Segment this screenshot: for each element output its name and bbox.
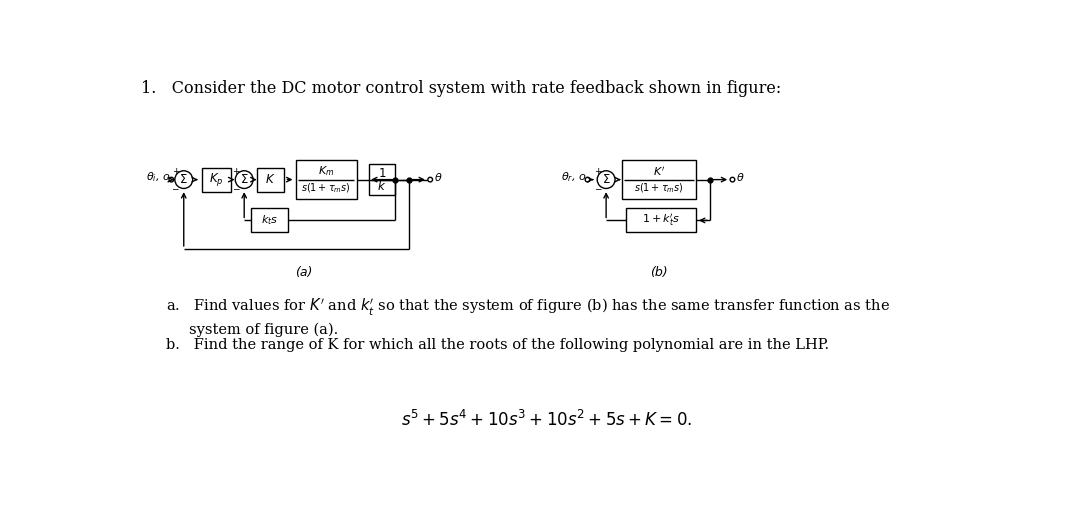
Text: $K$: $K$ xyxy=(266,173,275,186)
Text: $1 + k_t' s$: $1 + k_t' s$ xyxy=(641,212,680,229)
Text: $k$: $k$ xyxy=(377,179,386,193)
Text: $\theta$: $\theta$ xyxy=(736,171,745,183)
Text: $s(1 + \tau_m s)$: $s(1 + \tau_m s)$ xyxy=(634,182,684,195)
Circle shape xyxy=(598,171,615,188)
FancyBboxPatch shape xyxy=(251,209,288,232)
Text: +: + xyxy=(594,167,602,176)
Text: $\Sigma$: $\Sigma$ xyxy=(179,173,188,186)
Text: $-$: $-$ xyxy=(232,183,240,192)
Text: system of figure (a).: system of figure (a). xyxy=(189,323,338,337)
Text: a.   Find values for $K'$ and $k_t'$ so that the system of figure (b) has the sa: a. Find values for $K'$ and $k_t'$ so th… xyxy=(166,297,890,318)
Text: $\Sigma$: $\Sigma$ xyxy=(602,173,610,186)
FancyBboxPatch shape xyxy=(202,168,232,192)
FancyBboxPatch shape xyxy=(257,168,284,192)
Circle shape xyxy=(169,177,174,182)
Circle shape xyxy=(428,177,432,182)
Text: 1.   Consider the DC motor control system with rate feedback shown in figure:: 1. Consider the DC motor control system … xyxy=(141,79,781,96)
Text: b.   Find the range of K for which all the roots of the following polynomial are: b. Find the range of K for which all the… xyxy=(166,338,829,352)
Text: (b): (b) xyxy=(650,266,668,279)
FancyBboxPatch shape xyxy=(297,160,356,199)
Text: $\theta$: $\theta$ xyxy=(434,171,443,183)
Text: $-$: $-$ xyxy=(172,183,180,192)
Text: $s(1 + \tau_m s)$: $s(1 + \tau_m s)$ xyxy=(301,182,351,195)
FancyBboxPatch shape xyxy=(625,209,696,232)
FancyBboxPatch shape xyxy=(622,160,696,199)
Text: $\theta_i$, $o$: $\theta_i$, $o$ xyxy=(146,170,171,184)
Text: (a): (a) xyxy=(296,266,313,279)
FancyBboxPatch shape xyxy=(369,164,395,195)
Circle shape xyxy=(236,171,253,188)
Circle shape xyxy=(175,171,193,188)
Text: $K'$: $K'$ xyxy=(653,165,665,178)
Text: $k_t s$: $k_t s$ xyxy=(261,214,278,227)
Text: $\Sigma$: $\Sigma$ xyxy=(240,173,249,186)
Text: $-$: $-$ xyxy=(593,183,602,192)
Text: +: + xyxy=(233,167,240,176)
Circle shape xyxy=(730,177,735,182)
Text: +: + xyxy=(172,167,179,176)
Text: $K_p$: $K_p$ xyxy=(209,171,224,188)
Text: $1$: $1$ xyxy=(378,166,386,180)
Circle shape xyxy=(585,177,590,182)
Text: $\theta_r$, $o$: $\theta_r$, $o$ xyxy=(561,170,587,184)
Text: $K_m$: $K_m$ xyxy=(318,165,335,178)
Text: $s^5 + 5s^4 + 10s^3 + 10s^2 + 5s + K = 0.$: $s^5 + 5s^4 + 10s^3 + 10s^2 + 5s + K = 0… xyxy=(401,410,692,430)
